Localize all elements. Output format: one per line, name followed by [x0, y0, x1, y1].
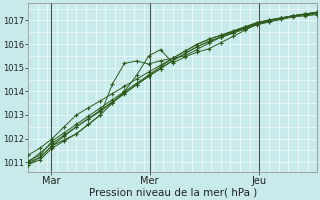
- X-axis label: Pression niveau de la mer( hPa ): Pression niveau de la mer( hPa ): [89, 187, 257, 197]
